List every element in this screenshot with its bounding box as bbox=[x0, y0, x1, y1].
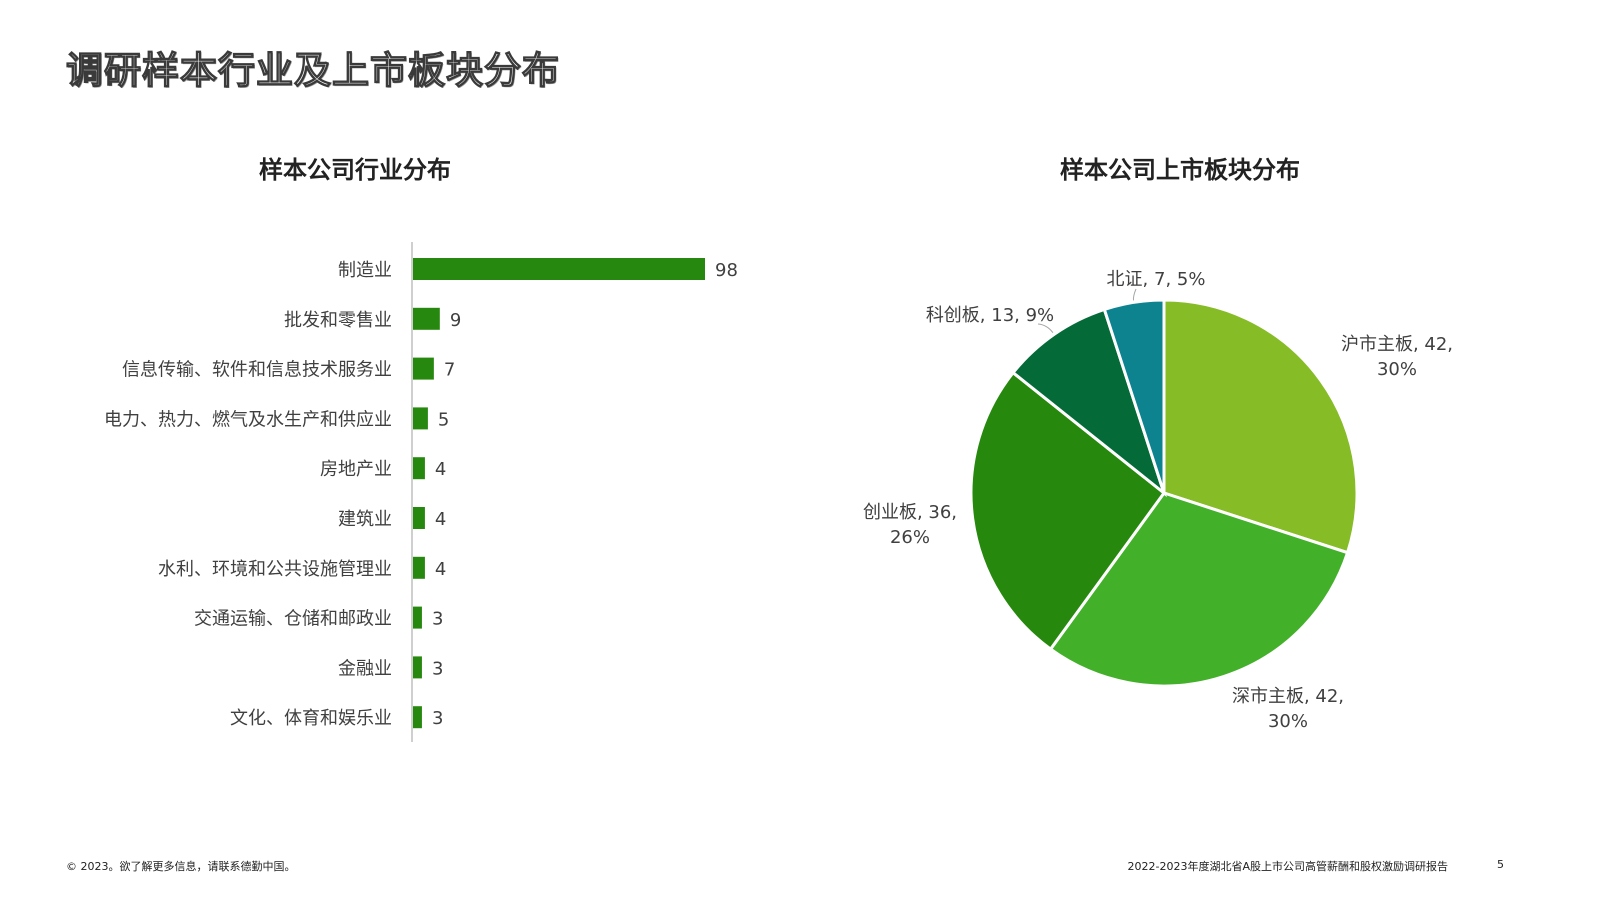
bar-value-label: 4 bbox=[435, 559, 446, 580]
bar-category-label: 文化、体育和娱乐业 bbox=[230, 708, 392, 729]
pie-leader-line bbox=[1037, 323, 1054, 334]
pie-data-label-2: 深市主板, 42, 30% bbox=[1232, 686, 1344, 732]
page-title: 调研样本行业及上市板块分布 bbox=[65, 48, 560, 92]
bar-category-label: 房地产业 bbox=[320, 459, 392, 480]
bar-value-label: 9 bbox=[450, 310, 461, 331]
bar-category-label: 建筑业 bbox=[338, 509, 392, 530]
bar-category-label: 金融业 bbox=[338, 658, 392, 679]
bar-6 bbox=[413, 507, 425, 529]
bar-category-label: 批发和零售业 bbox=[284, 310, 392, 331]
bar-category-label: 水利、环境和公共设施管理业 bbox=[158, 559, 392, 580]
pie-slice-1 bbox=[1162, 298, 1359, 555]
bar-category-label: 电力、热力、燃气及水生产和供应业 bbox=[104, 409, 392, 430]
pie-data-label-1: 沪市主板, 42, 30% bbox=[1341, 334, 1453, 380]
bar-value-label: 7 bbox=[444, 360, 455, 381]
bar-value-label: 4 bbox=[435, 459, 446, 480]
industry-bar-chart: 制造业 98 批发和零售业 9 信息传输、软件和信息技术服务业 7 电力、热力、燃气及水生产… bbox=[104, 242, 738, 742]
bar-4 bbox=[413, 407, 428, 430]
bar-value-label: 3 bbox=[432, 609, 443, 630]
bar-value-label: 3 bbox=[432, 658, 443, 679]
bar-category-label: 制造业 bbox=[338, 260, 392, 281]
pie-data-label-5: 北证, 7, 5% bbox=[1107, 269, 1206, 290]
bar-value-label: 98 bbox=[715, 260, 738, 281]
pie-data-label-3: 创业板, 36, 26% bbox=[863, 502, 957, 548]
bar-7 bbox=[413, 556, 425, 579]
bar-category-label: 信息传输、软件和信息技术服务业 bbox=[122, 360, 392, 381]
pie-slice-3 bbox=[969, 370, 1167, 652]
copyright-footer: © 2023。欲了解更多信息，请联系德勤中国。 bbox=[66, 860, 296, 873]
bar-value-label: 5 bbox=[438, 409, 449, 430]
bar-1 bbox=[413, 258, 705, 280]
pie-slice-2 bbox=[1048, 491, 1350, 688]
bar-8 bbox=[413, 606, 422, 629]
bar-value-label: 3 bbox=[432, 708, 443, 729]
bar-5 bbox=[413, 457, 425, 480]
pie-slice-4 bbox=[1010, 307, 1167, 498]
pie-leader-line bbox=[1132, 288, 1137, 301]
pie-slice-5 bbox=[1102, 298, 1166, 494]
bar-value-label: 4 bbox=[435, 509, 446, 530]
bar-2 bbox=[413, 307, 440, 330]
bar-category-label: 交通运输、仓储和邮政业 bbox=[194, 609, 392, 630]
bar-10 bbox=[413, 706, 422, 729]
bar-chart-title: 样本公司行业分布 bbox=[259, 156, 451, 184]
bar-9 bbox=[413, 656, 422, 679]
report-title-footer: 2022-2023年度湖北省A股上市公司高管薪酬和股权激励调研报告 bbox=[1127, 860, 1448, 873]
page-number: 5 bbox=[1497, 858, 1504, 871]
board-pie-chart: 沪市主板, 42, 30% 深市主板, 42, 30% 创业板, 36, 26% 科创板, … bbox=[863, 269, 1453, 732]
pie-data-label-4: 科创板, 13, 9% bbox=[926, 305, 1054, 326]
bar-3 bbox=[413, 357, 434, 380]
pie-chart-title: 样本公司上市板块分布 bbox=[1060, 156, 1300, 184]
